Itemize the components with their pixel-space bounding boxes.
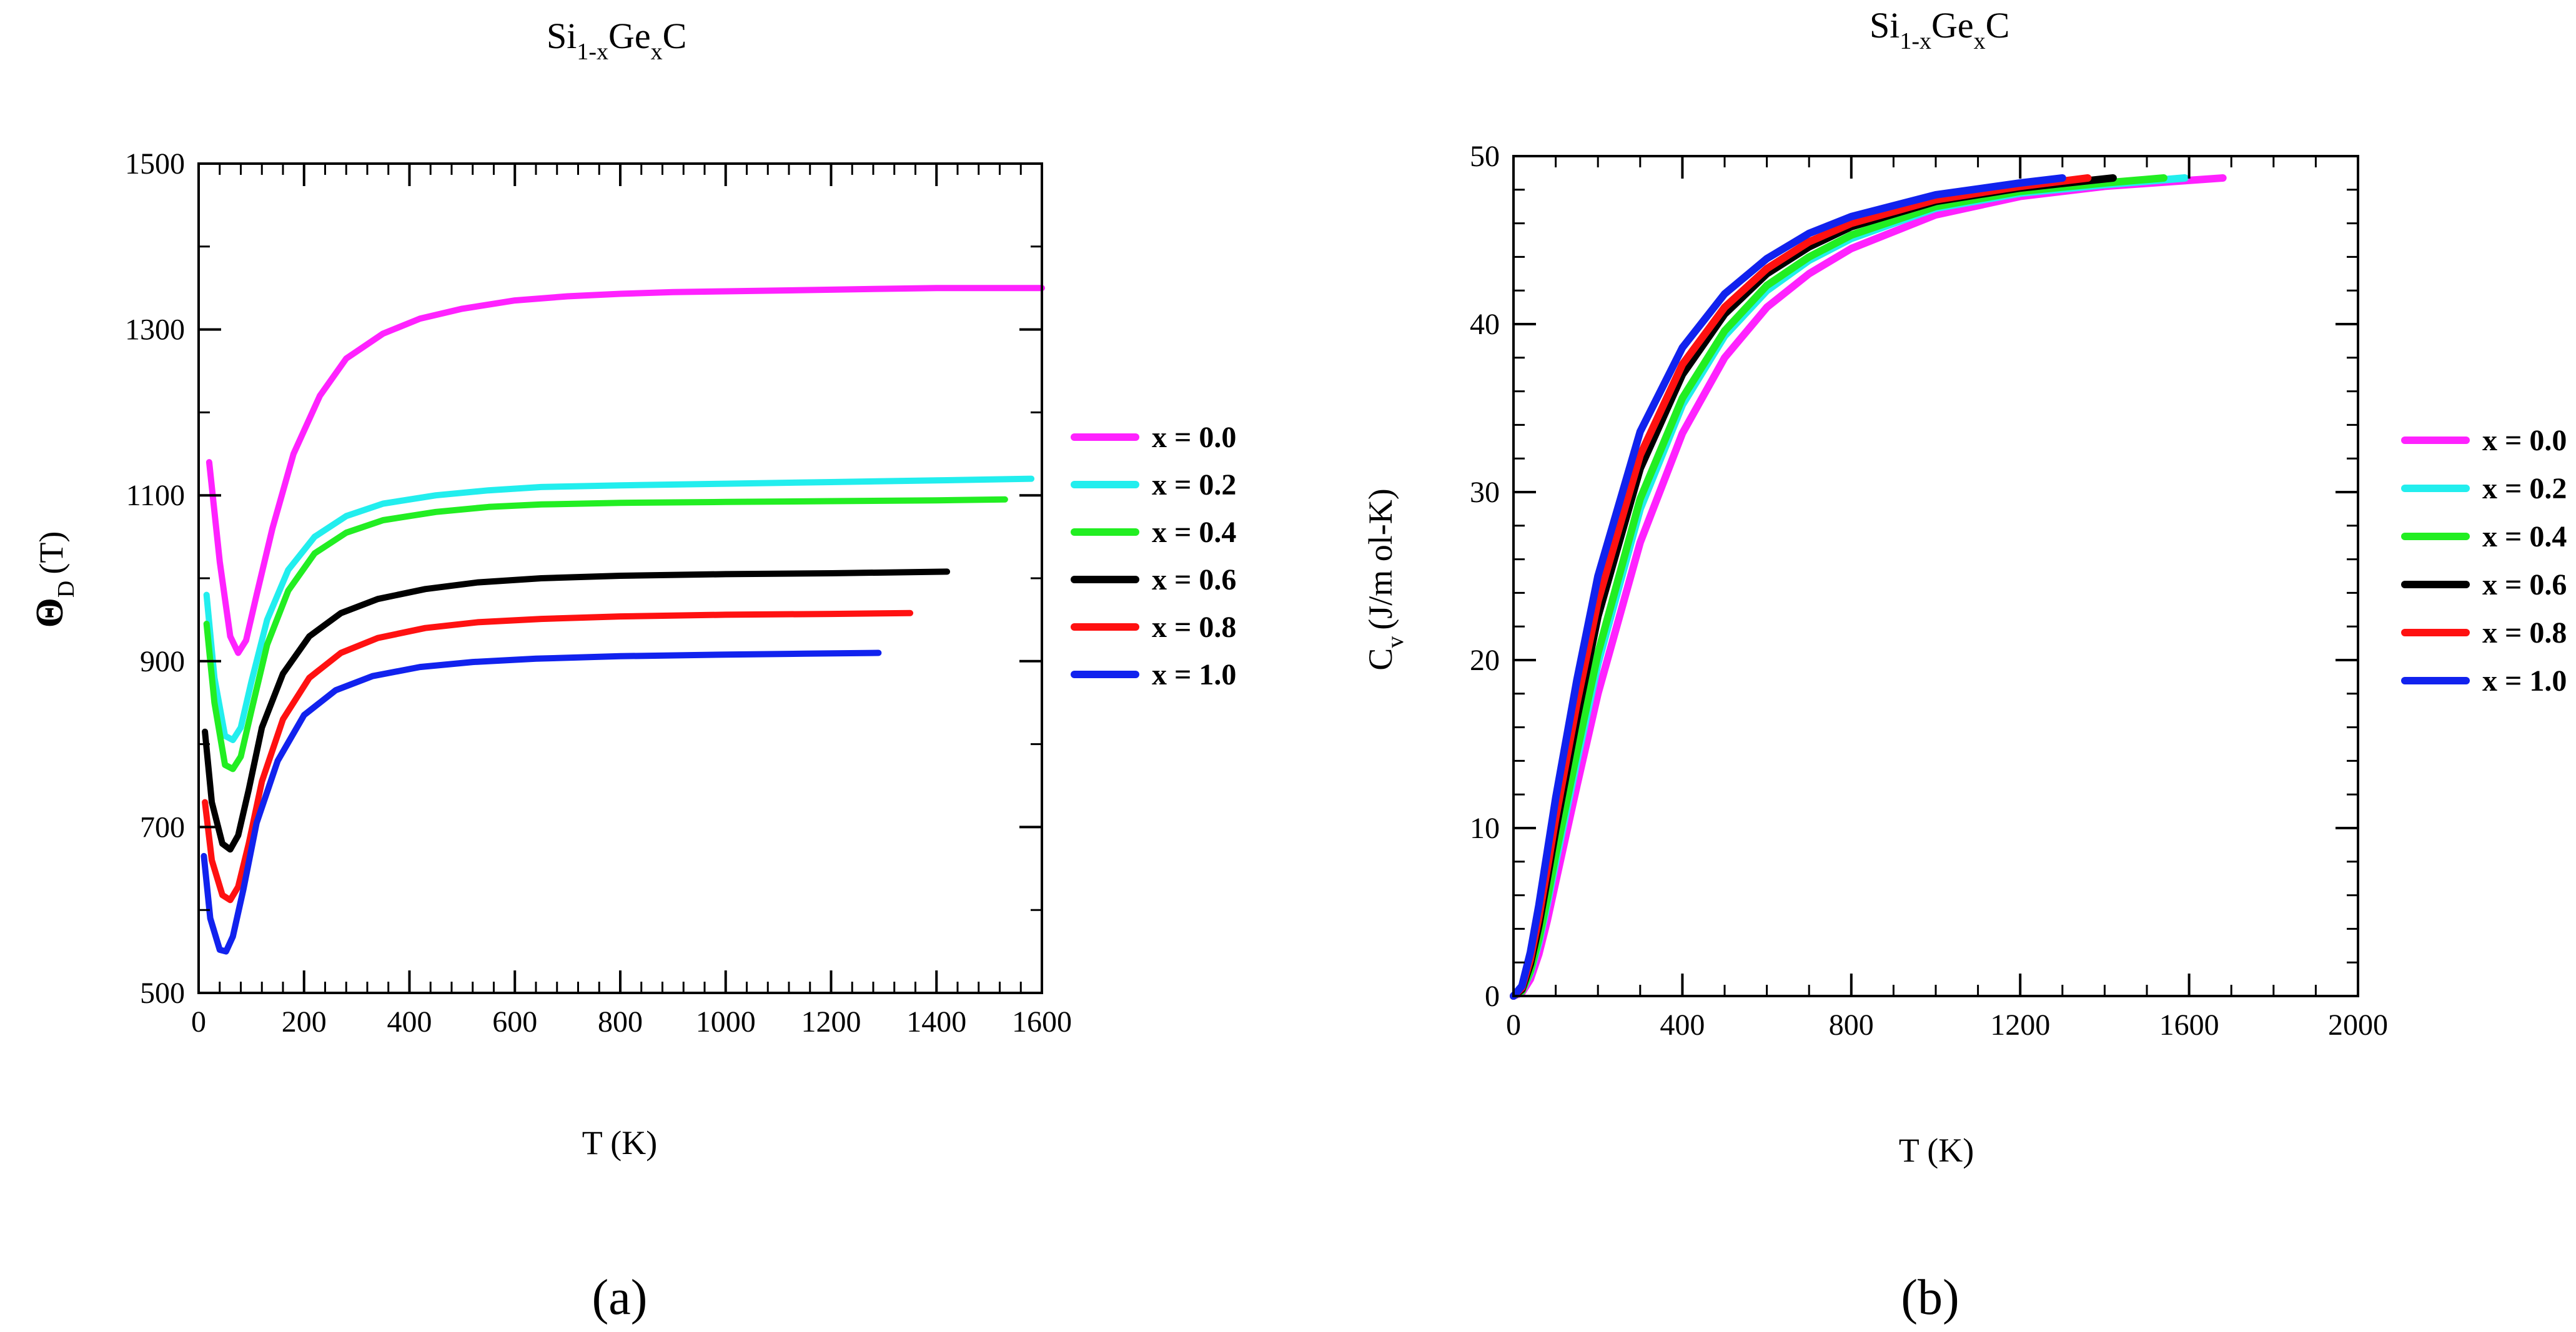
chart-a-xtick-label: 0 xyxy=(191,1005,206,1038)
chart-b-xtick-label: 1200 xyxy=(1990,1009,2050,1042)
chart-b: Si1-xGexC 0 400 800 1200 1600 200001020304050… xyxy=(1362,5,2567,1325)
chart-a-xtick-label: 800 xyxy=(598,1005,643,1038)
chart-a-xtick-label: 1600 xyxy=(1012,1005,1072,1038)
chart-b-title-ge: Ge xyxy=(1931,5,1974,46)
chart-a-ylabel-tail: (T) xyxy=(32,531,70,575)
chart-a-legend-label-5: x = 1.0 xyxy=(1152,658,1236,691)
chart-b-xtick-label: 800 xyxy=(1829,1009,1874,1042)
chart-a-legend-label-4: x = 0.8 xyxy=(1152,611,1236,644)
chart-a-title-si: Si xyxy=(547,16,577,56)
chart-b-legend-label-5: x = 1.0 xyxy=(2482,664,2567,698)
chart-b-ylabel: Cv (J/m ol-K) xyxy=(1362,488,1409,671)
chart-b-series-line-5 xyxy=(1510,174,2066,1000)
chart-b-xtick-label: 0 xyxy=(1506,1009,1521,1042)
chart-a-ytick-label: 900 xyxy=(140,645,185,678)
chart-b-title-sub1: 1-x xyxy=(1900,28,1931,54)
chart-a-series-line-0 xyxy=(206,285,1045,656)
chart-b-legend-label-4: x = 0.8 xyxy=(2482,616,2567,649)
chart-a-xtick-label: 1400 xyxy=(906,1005,966,1038)
chart-a-ylabel: ΘD (T) xyxy=(29,531,79,628)
chart-b-title-c: C xyxy=(1986,5,2010,46)
chart-a: Si1-xGexC 0 200 400 600 800 1000 1200 1400 1600 5… xyxy=(29,16,1236,1325)
chart-a-ytick-label: 1500 xyxy=(125,147,185,180)
chart-a-title-c: C xyxy=(663,16,687,56)
chart-b-ylabel-main: C xyxy=(1362,648,1399,671)
chart-a-xtick-label: 400 xyxy=(387,1005,432,1038)
chart-b-xlabel: T (K) xyxy=(1899,1132,1974,1169)
chart-a-legend-label-0: x = 0.0 xyxy=(1152,421,1236,454)
chart-b-legend-label-2: x = 0.4 xyxy=(2482,520,2567,553)
chart-b-legend: x = 0.0 x = 0.2 x = 0.4 x = 0.6 x = 0.8 x = 1… xyxy=(2401,424,2567,698)
chart-a-xlabel: T (K) xyxy=(582,1124,657,1162)
chart-b-xtick-label: 400 xyxy=(1660,1009,1705,1042)
chart-b-plot-frame xyxy=(1512,155,2359,997)
chart-a-title-sub2: x xyxy=(651,39,663,65)
chart-b-series-group xyxy=(1510,174,2227,1000)
panel-label-a: (a) xyxy=(592,1270,648,1325)
chart-b-ytick-label: 50 xyxy=(1470,140,1500,173)
chart-a-ytick-label: 500 xyxy=(140,977,185,1010)
chart-a-ytick-label: 1300 xyxy=(125,313,185,347)
chart-a-ylabel-sub: D xyxy=(53,581,79,598)
chart-b-title-sub2: x xyxy=(1974,28,1986,54)
chart-a-legend-label-2: x = 0.4 xyxy=(1152,516,1236,549)
chart-b-xtick-label: 1600 xyxy=(2159,1009,2219,1042)
chart-a-series-line-1 xyxy=(203,475,1035,743)
chart-a-series-group xyxy=(201,285,1045,955)
chart-a-ticks: 0 200 400 600 800 1000 1200 1400 1600 500 700 900 11… xyxy=(125,147,1072,1038)
chart-b-ylabel-sub: v xyxy=(1382,636,1409,648)
chart-b-legend-label-1: x = 0.2 xyxy=(2482,472,2567,505)
chart-b-ylabel-tail: (J/m ol-K) xyxy=(1362,488,1399,629)
chart-a-title-ge: Ge xyxy=(608,16,651,56)
chart-b-legend-label-0: x = 0.0 xyxy=(2482,424,2567,457)
chart-a-series-line-2 xyxy=(203,496,1008,772)
chart-a-ytick-label: 1100 xyxy=(126,479,185,512)
chart-a-legend-label-3: x = 0.6 xyxy=(1152,563,1236,596)
chart-a-ytick-label: 700 xyxy=(140,811,185,844)
chart-a-ylabel-main: Θ xyxy=(29,598,71,628)
chart-b-ytick-label: 0 xyxy=(1485,980,1500,1013)
chart-a-legend-label-1: x = 0.2 xyxy=(1152,468,1236,501)
chart-a-xtick-label: 600 xyxy=(492,1005,537,1038)
chart-a-xtick-label: 200 xyxy=(282,1005,327,1038)
chart-a-series-line-5 xyxy=(201,649,882,955)
chart-a-title-sub1: 1-x xyxy=(577,39,608,65)
chart-b-legend-label-3: x = 0.6 xyxy=(2482,568,2567,601)
panel-label-b: (b) xyxy=(1901,1270,1959,1325)
chart-b-ticks: 0 400 800 1200 1600 2000 0 10 20 30 40 50 xyxy=(1470,140,2388,1042)
chart-a-series-line-3 xyxy=(202,568,951,853)
chart-b-ytick-label: 20 xyxy=(1470,644,1500,677)
chart-a-series-line-4 xyxy=(202,609,914,904)
chart-b-series-line-2 xyxy=(1510,174,2167,1000)
chart-a-legend: x = 0.0 x = 0.2 x = 0.4 x = 0.6 x = 0.8 x = 1… xyxy=(1071,421,1236,691)
chart-a-title: Si1-xGexC xyxy=(547,16,686,65)
chart-a-xtick-label: 1200 xyxy=(801,1005,861,1038)
chart-b-ytick-label: 40 xyxy=(1470,308,1500,341)
chart-b-ytick-label: 30 xyxy=(1470,476,1500,509)
chart-b-xtick-label: 2000 xyxy=(2328,1009,2388,1042)
chart-b-series-line-4 xyxy=(1510,174,2092,1000)
chart-b-title: Si1-xGexC xyxy=(1870,5,2009,54)
chart-a-xtick-label: 1000 xyxy=(696,1005,756,1038)
chart-b-ytick-label: 10 xyxy=(1470,812,1500,845)
chart-b-title-si: Si xyxy=(1870,5,1900,46)
